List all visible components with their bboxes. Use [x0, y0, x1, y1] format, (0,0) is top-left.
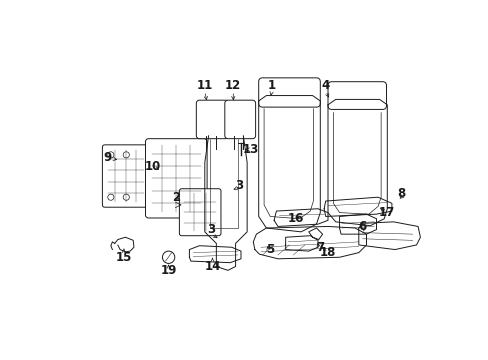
Text: 3: 3 — [235, 179, 243, 192]
Text: 19: 19 — [160, 264, 177, 277]
Text: 12: 12 — [224, 79, 241, 92]
FancyBboxPatch shape — [224, 100, 255, 139]
Text: 7: 7 — [316, 241, 324, 254]
FancyBboxPatch shape — [327, 82, 386, 109]
FancyBboxPatch shape — [179, 189, 221, 236]
Text: 18: 18 — [319, 246, 335, 259]
FancyBboxPatch shape — [145, 139, 207, 218]
Text: 13: 13 — [243, 143, 259, 156]
Text: 14: 14 — [204, 260, 220, 273]
Text: 8: 8 — [396, 187, 405, 200]
Text: 10: 10 — [145, 160, 161, 173]
Text: 6: 6 — [358, 220, 366, 233]
Text: 17: 17 — [378, 206, 395, 219]
Text: 4: 4 — [321, 79, 329, 92]
Text: 5: 5 — [265, 243, 274, 256]
Text: 15: 15 — [116, 251, 132, 264]
Text: 16: 16 — [287, 212, 303, 225]
FancyBboxPatch shape — [102, 145, 149, 207]
Text: 11: 11 — [196, 79, 212, 92]
FancyBboxPatch shape — [258, 78, 320, 107]
FancyBboxPatch shape — [196, 100, 228, 139]
Text: 3: 3 — [206, 223, 215, 236]
Text: 2: 2 — [172, 191, 180, 204]
Text: 9: 9 — [102, 150, 111, 164]
Text: 1: 1 — [267, 79, 275, 92]
